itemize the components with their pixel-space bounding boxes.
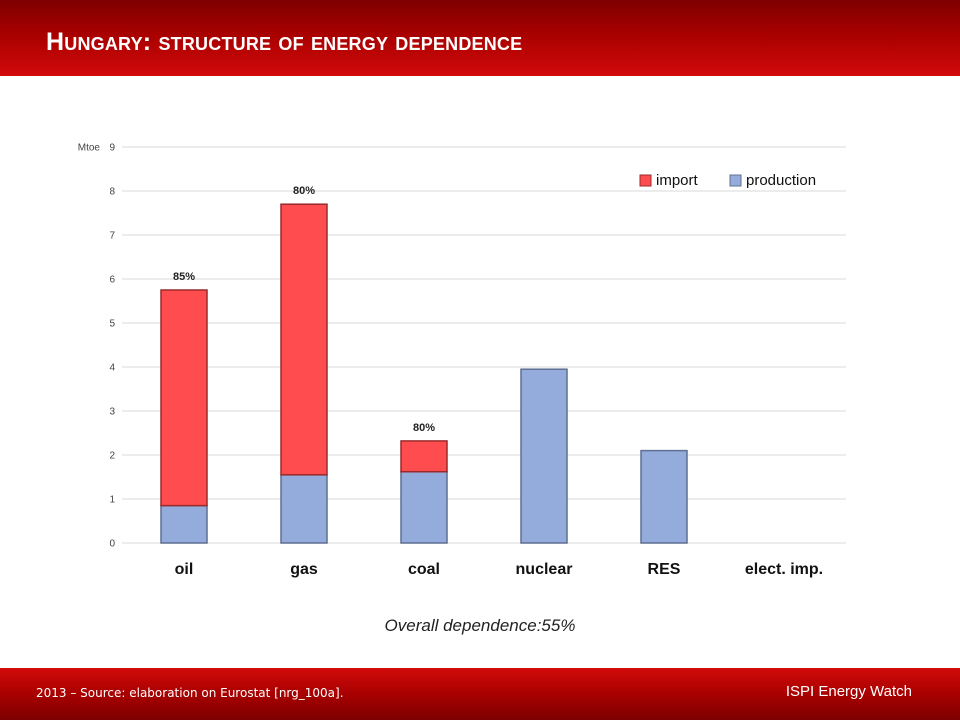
legend-label-production: production bbox=[746, 172, 816, 189]
overall-dependence-caption: Overall dependence:55% bbox=[384, 616, 576, 635]
x-tick-label: oil bbox=[175, 561, 194, 578]
legend-swatch-import bbox=[639, 174, 652, 187]
chart-area: 0 1 2 3 4 5 6 7 8 9 Mtoe 85% oil 80% gas 80% coal nuclear… bbox=[78, 143, 846, 578]
bar-production-nuclear bbox=[520, 368, 568, 544]
y-tick-label: 4 bbox=[109, 363, 115, 374]
footer-brand: ISPI Energy Watch bbox=[785, 683, 912, 700]
y-tick-label: 8 bbox=[109, 187, 115, 198]
y-tick-label: 9 bbox=[109, 143, 115, 154]
bar-import-coal bbox=[400, 440, 448, 473]
header-bar bbox=[0, 0, 960, 76]
bar-import-oil bbox=[160, 289, 208, 507]
footer-source: 2013 – Source: elaboration on Eurostat [… bbox=[36, 686, 344, 700]
bar-production-oil bbox=[160, 504, 208, 544]
y-tick-label: 1 bbox=[109, 495, 115, 506]
bar-chart: 0 1 2 3 4 5 6 7 8 9 Mtoe 85% oil 80% gas 80% coal nuclear… bbox=[78, 143, 846, 578]
x-tick-label: RES bbox=[648, 561, 681, 578]
bar-import-gas bbox=[280, 203, 328, 476]
y-axis-label: Mtoe bbox=[78, 143, 101, 154]
page-title: Hungary: structure of energy dependence bbox=[46, 28, 523, 56]
bar-production-gas bbox=[280, 474, 328, 544]
x-tick-label: gas bbox=[290, 561, 318, 578]
legend-label-import: import bbox=[656, 172, 699, 189]
y-tick-label: 7 bbox=[109, 231, 115, 242]
x-tick-label: coal bbox=[408, 561, 440, 578]
bar-data-label: 80% bbox=[413, 422, 435, 434]
bar-production-res bbox=[640, 449, 688, 544]
y-tick-label: 0 bbox=[109, 539, 115, 550]
x-tick-label: nuclear bbox=[516, 561, 573, 578]
bar-data-label: 85% bbox=[173, 271, 195, 283]
bar-production-coal bbox=[400, 470, 448, 544]
y-tick-label: 6 bbox=[109, 275, 115, 286]
y-tick-label: 5 bbox=[109, 319, 115, 330]
x-tick-label: elect. imp. bbox=[745, 561, 823, 578]
legend-swatch-production bbox=[729, 174, 742, 187]
bar-data-label: 80% bbox=[293, 185, 315, 197]
y-tick-label: 3 bbox=[109, 407, 115, 418]
y-tick-label: 2 bbox=[109, 451, 115, 462]
footer-bar bbox=[0, 668, 960, 720]
